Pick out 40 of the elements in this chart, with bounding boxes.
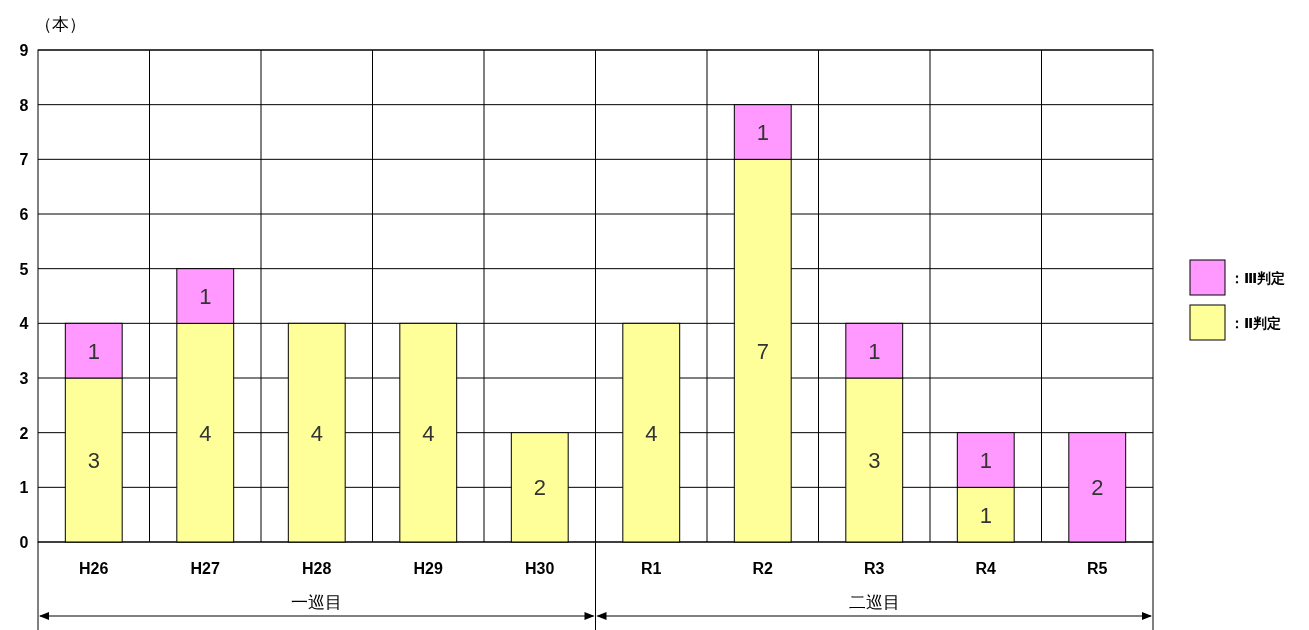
x-tick-label: R2 — [752, 560, 774, 577]
x-tick-label: H28 — [302, 560, 332, 577]
x-tick-label: H27 — [190, 560, 221, 577]
y-tick-label: 0 — [19, 534, 29, 551]
data-label: 1 — [979, 502, 992, 528]
x-tick-label: R4 — [975, 560, 997, 577]
data-label: 4 — [199, 420, 212, 446]
data-label: 4 — [645, 420, 658, 446]
y-tick-label: 7 — [19, 151, 29, 169]
x-tick-label: H29 — [413, 560, 444, 577]
data-label: 2 — [533, 475, 546, 501]
data-label: 4 — [310, 420, 323, 446]
data-label: 1 — [87, 338, 100, 364]
y-tick-label: 1 — [19, 479, 29, 497]
data-label: 4 — [422, 420, 435, 446]
legend-item: ：Ⅱ判定 — [1189, 304, 1282, 341]
x-tick-label: H26 — [79, 560, 109, 577]
x-tick-label: R1 — [641, 560, 662, 577]
text: 二巡目 — [848, 593, 900, 612]
y-axis-title: （本） — [34, 15, 86, 34]
x-tick-label: R3 — [864, 560, 885, 577]
data-label: 3 — [87, 448, 100, 473]
y-tick-label: 9 — [19, 42, 29, 59]
legend-item: ：Ⅲ判定 — [1189, 259, 1286, 296]
x-tick-label: R5 — [1087, 560, 1108, 577]
y-tick-label: 4 — [19, 315, 29, 333]
data-label: 1 — [199, 284, 212, 309]
text: 一巡目 — [291, 593, 343, 612]
y-tick-label: 3 — [19, 370, 29, 387]
y-tick-label: 8 — [19, 96, 29, 114]
data-label: 7 — [756, 338, 769, 364]
data-label: 2 — [1091, 475, 1104, 501]
data-label: 1 — [868, 338, 881, 364]
y-tick-label: 6 — [19, 206, 29, 223]
x-tick-label: H30 — [525, 560, 555, 577]
data-label: 1 — [756, 120, 769, 145]
data-label: 3 — [868, 448, 881, 473]
y-tick-label: 2 — [19, 424, 29, 442]
data-label: 1 — [979, 448, 992, 473]
y-tick-label: 5 — [19, 260, 29, 278]
